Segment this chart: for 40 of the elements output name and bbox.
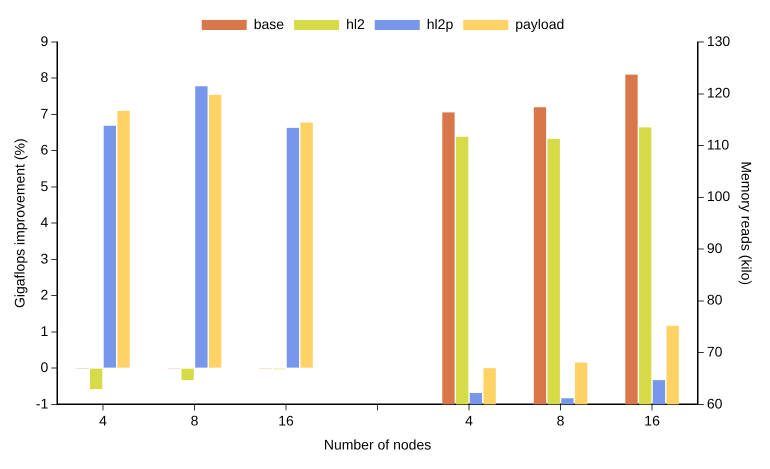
y2-tick-label: 70 [706, 343, 723, 360]
legend-label: base [254, 16, 284, 32]
y2-tick-label: 100 [706, 188, 730, 204]
bar [90, 368, 102, 390]
x-tick-label: 8 [190, 412, 199, 429]
bar [195, 86, 208, 368]
y-tick-label: 1 [40, 322, 48, 339]
y2-tick-label: 130 [706, 32, 730, 49]
y-tick-label: 9 [40, 32, 48, 49]
legend-label: payload [515, 16, 564, 32]
y2-tick-label: 80 [706, 292, 723, 308]
y2-tick-label: 120 [706, 84, 730, 101]
y2-axis-title: Memory reads (kilo) [738, 161, 755, 286]
y-tick-label: 4 [40, 214, 48, 230]
y-tick-label: 7 [40, 105, 48, 122]
legend-label: hl2p [426, 16, 454, 32]
y-tick-label: 0 [40, 359, 48, 376]
y2-tick-label: 110 [706, 136, 730, 152]
y-tick-label: 5 [40, 178, 48, 194]
y-axis-title: Gigaflops improvement (%) [11, 138, 28, 308]
y-tick-label: 3 [40, 250, 48, 266]
y2-tick-label: 90 [706, 240, 723, 256]
x-tick-label: 8 [556, 412, 565, 429]
bar [208, 94, 222, 368]
x-tick-label: 4 [465, 412, 474, 429]
y-tick-label: 6 [40, 142, 48, 158]
x-tick-label: 4 [99, 412, 108, 429]
legend-label: hl2 [346, 16, 365, 32]
x-tick-label: 16 [278, 412, 294, 429]
y-tick-label: 2 [40, 286, 48, 303]
y2-tick-label: 60 [706, 395, 723, 412]
bar [300, 122, 313, 368]
x-tick-label: 16 [644, 412, 660, 429]
bar [104, 126, 116, 368]
y-tick-label: 8 [40, 69, 48, 86]
bar [117, 110, 130, 368]
y-tick-label: -1 [36, 395, 48, 412]
bar [181, 368, 194, 380]
bar [286, 128, 300, 368]
x-axis-title: Number of nodes [324, 436, 432, 452]
